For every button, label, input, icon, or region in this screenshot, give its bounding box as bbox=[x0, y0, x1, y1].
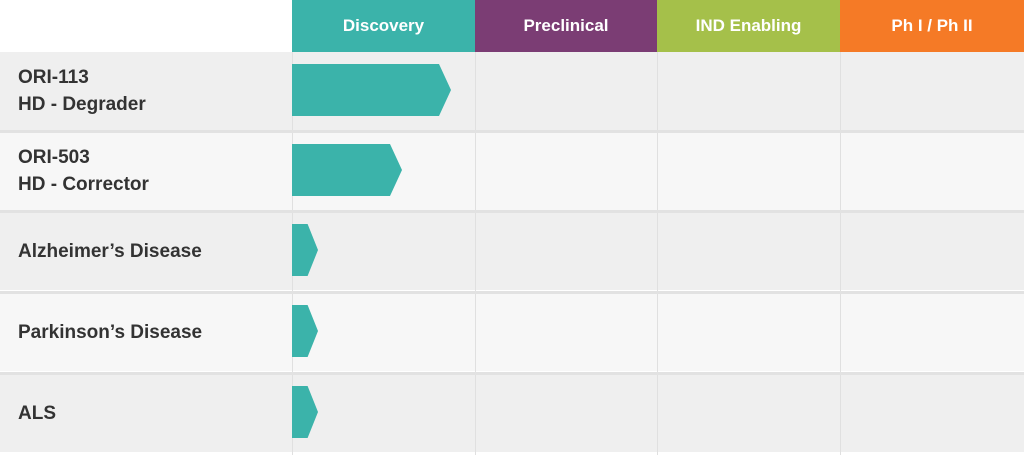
program-row-als: ALS bbox=[0, 374, 1024, 452]
progress-arrow bbox=[292, 64, 451, 116]
grid-hline bbox=[0, 210, 1024, 213]
program-row-parkinsons: Parkinson’s Disease bbox=[0, 293, 1024, 371]
program-indication: HD - Degrader bbox=[18, 94, 146, 115]
progress-arrow-shape bbox=[292, 64, 451, 116]
program-indication: HD - Corrector bbox=[18, 174, 149, 195]
grid-hline bbox=[0, 291, 1024, 294]
progress-arrow-shape bbox=[292, 305, 318, 357]
progress-arrow bbox=[292, 305, 318, 357]
progress-arrow-shape bbox=[292, 144, 402, 196]
progress-arrow bbox=[292, 224, 318, 276]
progress-arrow bbox=[292, 144, 402, 196]
phase-header-preclinical: Preclinical bbox=[475, 0, 657, 52]
program-name: ORI-503 bbox=[18, 147, 90, 168]
grid-hline bbox=[0, 130, 1024, 133]
program-label: ORI-503 HD - Corrector bbox=[18, 132, 149, 210]
program-name: ALS bbox=[18, 402, 56, 424]
progress-arrow bbox=[292, 386, 318, 438]
grid-hline bbox=[0, 372, 1024, 375]
program-label: ALS bbox=[18, 374, 56, 452]
program-label: Alzheimer’s Disease bbox=[18, 212, 202, 290]
grid-vline bbox=[840, 52, 841, 455]
progress-arrow-shape bbox=[292, 386, 318, 438]
phase-header-ph1-ph2: Ph I / Ph II bbox=[840, 0, 1024, 52]
program-row-alzheimers: Alzheimer’s Disease bbox=[0, 212, 1024, 290]
program-row-ori-113: ORI-113 HD - Degrader bbox=[0, 52, 1024, 130]
program-name: Parkinson’s Disease bbox=[18, 321, 203, 343]
program-name: Alzheimer’s Disease bbox=[18, 240, 202, 262]
program-name: ORI-113 bbox=[18, 67, 89, 88]
program-label: Parkinson’s Disease bbox=[18, 293, 202, 371]
phase-header-discovery: Discovery bbox=[292, 0, 475, 52]
program-row-ori-503: ORI-503 HD - Corrector bbox=[0, 132, 1024, 210]
phase-header-ind-enabling: IND Enabling bbox=[657, 0, 840, 52]
progress-arrow-shape bbox=[292, 224, 318, 276]
program-label: ORI-113 HD - Degrader bbox=[18, 52, 146, 130]
grid-vline bbox=[657, 52, 658, 455]
grid-vline bbox=[475, 52, 476, 455]
